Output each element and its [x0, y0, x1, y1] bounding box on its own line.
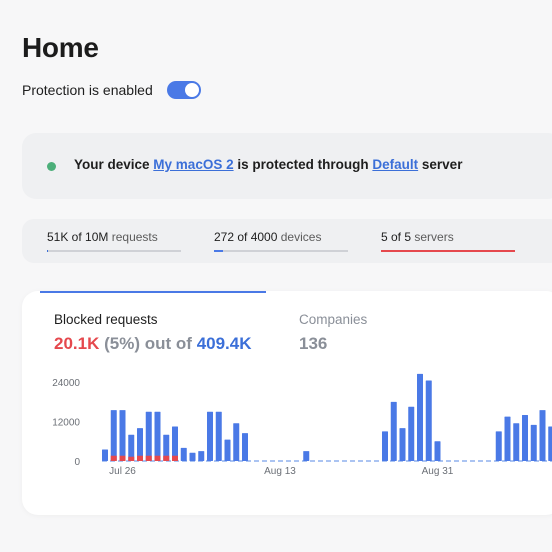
- protection-row: Protection is enabled: [22, 81, 201, 99]
- request-bar: [215, 411, 222, 461]
- blocked-bar: [128, 456, 135, 461]
- device-status-suffix: server: [421, 157, 463, 172]
- blocked-percent: (5%): [104, 334, 141, 353]
- servers-stat[interactable]: 5 of 5 servers: [381, 230, 454, 244]
- server-name-link[interactable]: Default: [372, 157, 419, 172]
- y-tick-label: 0: [74, 457, 80, 468]
- device-status-prefix: Your device: [74, 157, 150, 172]
- request-bar: [163, 434, 170, 461]
- blocked-bar: [172, 455, 178, 461]
- blocked-bar: [163, 455, 170, 461]
- request-bar: [172, 426, 178, 461]
- request-bar: [233, 423, 240, 461]
- blocked-bar: [145, 455, 152, 461]
- out-of-text: out of: [144, 334, 192, 353]
- device-status-text: Your device My macOS 2 is protected thro…: [74, 157, 462, 172]
- device-name-link[interactable]: My macOS 2: [153, 157, 234, 172]
- tab-blocked-requests[interactable]: Blocked requests: [54, 312, 158, 327]
- y-tick-label: 12000: [52, 418, 80, 429]
- devices-progress-bar: [214, 250, 348, 252]
- page-title: Home: [22, 32, 99, 63]
- request-bar: [242, 433, 248, 461]
- devices-stat-value: 272 of 4000: [214, 230, 278, 244]
- request-bar: [137, 428, 143, 461]
- protection-toggle[interactable]: [166, 81, 201, 99]
- request-bar: [530, 424, 537, 461]
- request-bar: [198, 451, 205, 461]
- request-bar: [434, 441, 441, 461]
- request-bar: [110, 410, 117, 461]
- blocked-bar: [110, 455, 117, 461]
- devices-stat[interactable]: 272 of 4000 devices: [214, 230, 321, 244]
- blocked-requests-card: Blocked requests Companies 20.1K (5%) ou…: [22, 291, 552, 515]
- request-bar: [390, 401, 397, 461]
- request-bar: [382, 431, 388, 461]
- request-bar: [417, 373, 423, 461]
- device-status-card: Your device My macOS 2 is protected thro…: [22, 133, 552, 199]
- blocked-count: 20.1K: [54, 334, 100, 353]
- request-bar: [539, 410, 546, 461]
- servers-stat-value: 5 of 5: [381, 230, 412, 244]
- active-tab-indicator: [40, 291, 266, 293]
- companies-count: 136: [299, 334, 328, 353]
- blocked-bar: [154, 455, 161, 461]
- requests-progress-fill: [47, 250, 49, 252]
- blocked-bar: [119, 455, 126, 461]
- request-bar: [522, 415, 528, 461]
- y-tick-label: 24000: [52, 378, 80, 389]
- blocked-requests-chart: 24000 12000 0 Jul 26 Aug 13 Aug 31: [52, 373, 552, 477]
- requests-stat-value: 51K of 10M: [47, 230, 109, 244]
- request-bar: [399, 428, 406, 461]
- request-bar: [207, 411, 213, 461]
- request-bar: [504, 416, 511, 461]
- servers-progress-fill: [381, 250, 515, 252]
- request-bar: [102, 449, 108, 461]
- request-bar: [119, 410, 126, 461]
- usage-stats-card: 51K of 10M requests 272 of 4000 devices …: [22, 219, 552, 263]
- request-bar: [145, 411, 152, 461]
- servers-stat-unit: servers: [414, 230, 454, 244]
- devices-stat-unit: devices: [280, 230, 322, 244]
- request-bar: [548, 426, 552, 461]
- requests-stat[interactable]: 51K of 10M requests: [47, 230, 158, 244]
- request-bar: [425, 380, 432, 461]
- device-status-middle: is protected through: [237, 157, 369, 172]
- status-dot-icon: [47, 162, 56, 171]
- total-requests: 409.4K: [196, 334, 252, 353]
- request-bar: [303, 451, 310, 461]
- x-tick-label: Aug 31: [422, 466, 454, 477]
- request-bar: [128, 434, 135, 461]
- request-bar: [180, 447, 187, 461]
- requests-stat-unit: requests: [111, 230, 158, 244]
- x-tick-label: Jul 26: [109, 466, 136, 477]
- toggle-knob: [184, 83, 199, 97]
- request-bar: [154, 411, 161, 461]
- x-tick-label: Aug 13: [264, 466, 296, 477]
- requests-progress-bar: [47, 250, 181, 252]
- request-bar: [513, 423, 520, 461]
- devices-progress-fill: [214, 250, 224, 252]
- request-bar: [224, 439, 231, 461]
- protection-label: Protection is enabled: [22, 82, 153, 98]
- tab-companies[interactable]: Companies: [299, 312, 368, 327]
- blocked-bar: [137, 455, 143, 461]
- request-bar: [408, 406, 415, 461]
- request-bar: [189, 452, 196, 461]
- blocked-requests-metric: 20.1K (5%) out of 409.4K: [54, 334, 252, 354]
- request-bar: [495, 431, 502, 461]
- servers-progress-bar: [381, 250, 515, 252]
